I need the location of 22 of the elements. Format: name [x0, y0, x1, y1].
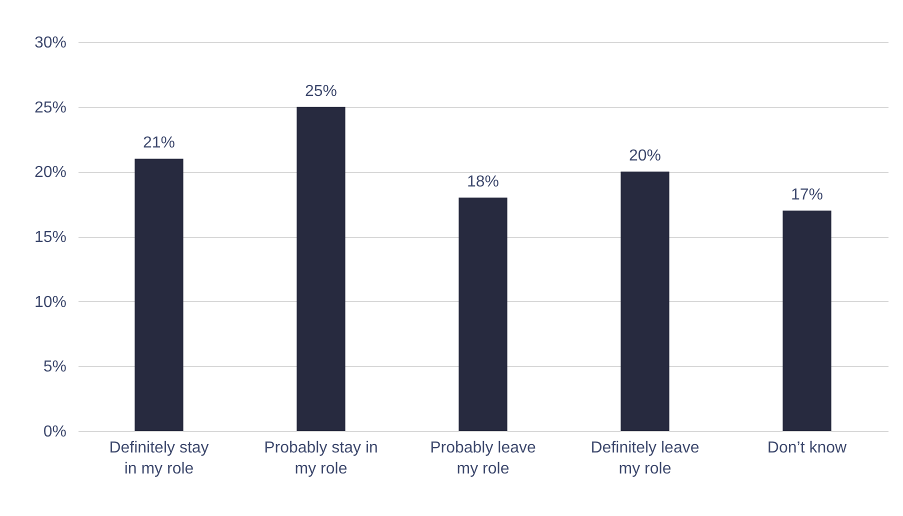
y-tick-label: 20%: [34, 164, 66, 182]
data-label: 18%: [466, 174, 500, 191]
y-tick-label: 25%: [34, 99, 66, 116]
y-tick-label: 0%: [43, 424, 66, 440]
data-label: 21%: [142, 134, 176, 152]
bar: [782, 210, 832, 431]
y-tick-label: 30%: [34, 34, 66, 52]
bar: [458, 198, 508, 431]
y-tick-label: 15%: [34, 229, 66, 246]
bar: [620, 172, 670, 431]
bar: [296, 106, 346, 431]
data-label: 20%: [628, 148, 662, 165]
x-tick-label: Don’t know: [767, 440, 848, 456]
y-tick-label: 5%: [43, 358, 66, 376]
data-label: 17%: [790, 186, 824, 204]
bar: [134, 158, 184, 431]
x-tick-label: Probably stay in my role: [264, 440, 378, 478]
x-tick-label: Definitely stay in my role: [109, 440, 209, 478]
data-label: 25%: [304, 82, 338, 100]
x-tick-label: Probably leave my role: [430, 440, 536, 478]
x-tick-label: Definitely leave my role: [590, 440, 700, 478]
y-tick-label: 10%: [34, 294, 66, 311]
